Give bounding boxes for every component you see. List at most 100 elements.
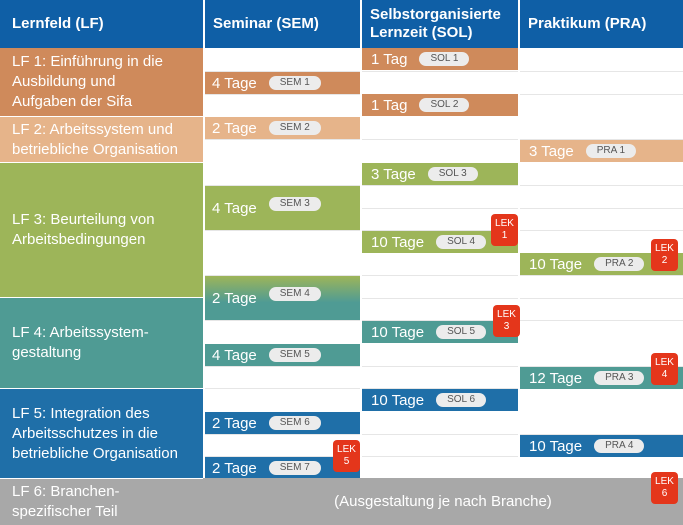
header-sol-line2: Lernzeit (SOL) bbox=[370, 24, 473, 41]
segment-tag: SOL 1 bbox=[419, 52, 470, 66]
segment-tag: PRA 3 bbox=[594, 371, 645, 385]
lernfeld-3: LF 3: Beurteilung von Arbeitsbedingungen bbox=[0, 163, 203, 297]
segment-duration: 4 Tage bbox=[212, 199, 257, 217]
segment-sol-4: 10 Tage SOL 4 bbox=[362, 231, 518, 253]
lek-number: 6 bbox=[661, 488, 668, 499]
segment-duration: 4 Tage bbox=[212, 346, 257, 364]
lernfeld-2: LF 2: Arbeitssystem und betriebliche Orga… bbox=[0, 117, 203, 162]
segment-tag: SOL 4 bbox=[436, 235, 487, 249]
lernfeld-1: LF 1: Einführung in die Ausbildung und Auf… bbox=[0, 48, 203, 116]
branche-row: (Ausgestaltung je nach Branche) bbox=[203, 478, 683, 525]
grid-line bbox=[203, 185, 683, 186]
lernfeld-2-line: LF 2: Arbeitssystem und bbox=[12, 120, 173, 138]
lernfeld-5-line: LF 5: Integration des bbox=[12, 404, 150, 422]
segment-tag: PRA 1 bbox=[585, 144, 637, 158]
grid-line bbox=[203, 434, 683, 435]
segment-duration: 12 Tage bbox=[529, 369, 583, 387]
grid-line bbox=[203, 139, 683, 140]
segment-sem-5: 4 Tage SEM 5 bbox=[203, 344, 360, 366]
lek-word: LEK bbox=[497, 309, 516, 320]
branche-text: (Ausgestaltung je nach Branche) bbox=[334, 493, 552, 510]
segment-sol-2: 1 Tag SOL 2 bbox=[362, 94, 518, 116]
lernfeld-5-line: Arbeitsschutzes in die bbox=[12, 424, 158, 442]
segment-tag: SOL 3 bbox=[427, 167, 478, 181]
segment-tag: SEM 3 bbox=[268, 197, 321, 211]
segment-duration: 10 Tage bbox=[529, 255, 583, 273]
segment-tag: SEM 5 bbox=[268, 348, 321, 362]
column-separator bbox=[518, 48, 520, 478]
segment-sol-6: 10 Tage SOL 6 bbox=[362, 389, 518, 411]
segment-pra-2: 10 Tage PRA 2 bbox=[520, 253, 683, 275]
lek-number: 1 bbox=[501, 230, 508, 241]
grid-line bbox=[203, 230, 683, 231]
lek-number: 4 bbox=[661, 369, 668, 380]
segment-duration: 1 Tag bbox=[371, 96, 408, 114]
segment-duration: 10 Tage bbox=[371, 391, 425, 409]
lek-number: 3 bbox=[503, 321, 510, 332]
header-seminar-label: Seminar (SEM) bbox=[213, 15, 319, 32]
segment-sol-1: 1 Tag SOL 1 bbox=[362, 48, 518, 70]
segment-tag: PRA 4 bbox=[594, 439, 645, 453]
segment-sem-4: 2 Tage SEM 4 bbox=[203, 276, 360, 320]
grid-line bbox=[203, 388, 683, 389]
lernfeld-4-line: gestaltung bbox=[12, 344, 82, 361]
lernfeld-6-line: spezifischer Teil bbox=[12, 503, 118, 520]
segment-tag: SEM 4 bbox=[268, 287, 321, 301]
lek-badge-6: LEK 6 bbox=[651, 472, 678, 504]
header-lernfeld-label: Lernfeld (LF) bbox=[12, 15, 104, 32]
segment-sem-6: 2 Tage SEM 6 bbox=[203, 412, 360, 434]
segment-duration: 2 Tage bbox=[212, 289, 257, 307]
segment-duration: 10 Tage bbox=[371, 323, 425, 341]
segment-pra-3: 12 Tage PRA 3 bbox=[520, 367, 683, 389]
segment-sem-7: 2 Tage SEM 7 bbox=[203, 457, 360, 479]
segment-tag: PRA 2 bbox=[594, 257, 645, 271]
lernfeld-1-line: Ausbildung und bbox=[12, 73, 116, 90]
segment-duration: 2 Tage bbox=[212, 459, 257, 477]
segment-sol-3: 3 Tage SOL 3 bbox=[362, 163, 518, 185]
lernfeld-2-line: betriebliche Organisation bbox=[12, 140, 178, 158]
grid-line bbox=[203, 71, 683, 72]
lek-word: LEK bbox=[337, 444, 356, 455]
segment-sem-3: 4 Tage SEM 3 bbox=[203, 186, 360, 230]
segment-duration: 3 Tage bbox=[371, 165, 416, 183]
segment-tag: SEM 1 bbox=[268, 76, 321, 90]
lek-badge-2: LEK 2 bbox=[651, 239, 678, 271]
lek-badge-5: LEK 5 bbox=[333, 440, 360, 472]
header-lernfeld: Lernfeld (LF) bbox=[0, 0, 203, 48]
segment-tag: SOL 2 bbox=[419, 98, 470, 112]
header-sol: Selbstorganisierte Lernzeit (SOL) bbox=[362, 0, 518, 48]
lek-number: 5 bbox=[343, 456, 350, 467]
segment-tag: SEM 6 bbox=[268, 416, 321, 430]
lek-badge-3: LEK 3 bbox=[493, 305, 520, 337]
lernfeld-4: LF 4: Arbeitssystem-gestaltung bbox=[0, 298, 203, 388]
lek-badge-1: LEK 1 bbox=[491, 214, 518, 246]
lernfeld-5: LF 5: Integration des Arbeitsschutzes in … bbox=[0, 389, 203, 478]
lernfeld-5-line: betriebliche Organisation bbox=[12, 444, 178, 462]
lernfeld-1-line: LF 1: Einführung in die bbox=[12, 53, 163, 70]
segment-sem-2: 2 Tage SEM 2 bbox=[203, 117, 360, 139]
lek-number: 2 bbox=[661, 255, 668, 266]
segment-duration: 3 Tage bbox=[529, 142, 574, 160]
lernfeld-6-line: LF 6: Branchen- bbox=[12, 483, 120, 500]
grid-line bbox=[203, 456, 683, 457]
lernfeld-6: LF 6: Branchen-spezifischer Teil bbox=[0, 479, 203, 525]
lernfeld-4-line: LF 4: Arbeitssystem- bbox=[12, 324, 149, 341]
grid-line bbox=[203, 320, 683, 321]
segment-duration: 2 Tage bbox=[212, 119, 257, 137]
segment-pra-1: 3 Tage PRA 1 bbox=[520, 140, 683, 162]
grid-line bbox=[203, 298, 683, 299]
lernfeld-1-line: Aufgaben der Sifa bbox=[12, 93, 133, 110]
segment-tag: SOL 6 bbox=[436, 393, 487, 407]
lek-word: LEK bbox=[655, 357, 674, 368]
segment-tag: SEM 2 bbox=[268, 121, 321, 135]
header-seminar: Seminar (SEM) bbox=[205, 0, 360, 48]
column-separator bbox=[360, 48, 362, 478]
segment-sem-1: 4 Tage SEM 1 bbox=[203, 72, 360, 94]
segment-tag: SEM 7 bbox=[268, 461, 321, 475]
lek-badge-4: LEK 4 bbox=[651, 353, 678, 385]
segment-duration: 10 Tage bbox=[529, 437, 583, 455]
segment-duration: 1 Tag bbox=[371, 50, 408, 68]
segment-duration: 2 Tage bbox=[212, 414, 257, 432]
grid-line bbox=[203, 208, 683, 209]
